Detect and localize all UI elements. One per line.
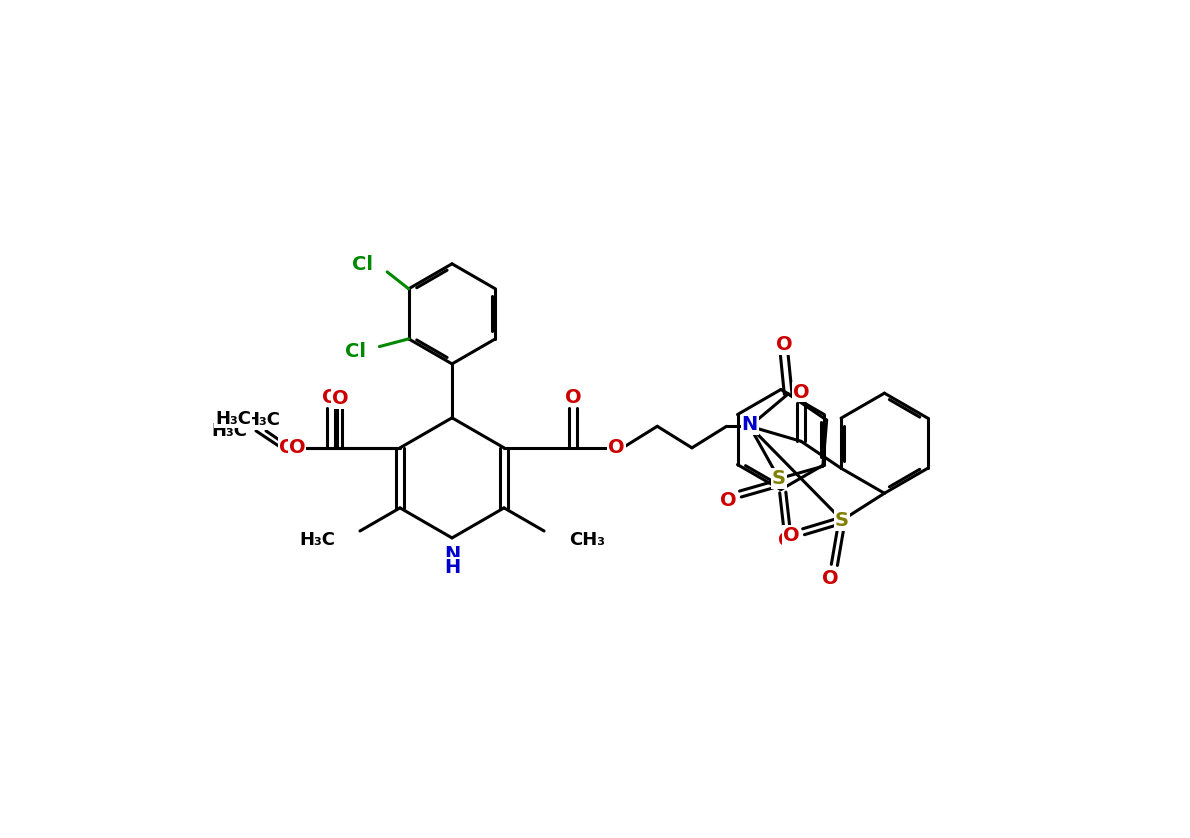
Text: S: S — [772, 469, 785, 488]
Text: O: O — [280, 438, 296, 458]
Text: O: O — [778, 530, 795, 550]
Text: H₃C: H₃C — [244, 411, 280, 429]
Text: O: O — [793, 382, 809, 401]
Text: H₃C: H₃C — [211, 422, 248, 440]
Text: H₃C: H₃C — [215, 410, 251, 427]
Text: O: O — [288, 438, 305, 458]
Text: CH₃: CH₃ — [569, 531, 605, 549]
Text: O: O — [608, 438, 625, 458]
Text: H₃C: H₃C — [300, 531, 336, 549]
Text: O: O — [322, 387, 339, 406]
Text: Cl: Cl — [345, 342, 365, 360]
Text: O: O — [776, 335, 793, 354]
Text: N: N — [444, 546, 461, 564]
Text: CH₃: CH₃ — [212, 416, 249, 434]
Text: O: O — [720, 491, 737, 510]
Text: H: H — [444, 557, 461, 577]
Text: N: N — [741, 416, 758, 434]
Text: O: O — [332, 389, 349, 408]
Text: N: N — [741, 416, 758, 434]
Text: O: O — [783, 526, 800, 545]
Text: O: O — [822, 569, 839, 588]
Text: Cl: Cl — [352, 255, 374, 274]
Text: O: O — [565, 387, 582, 406]
Text: S: S — [835, 510, 850, 530]
